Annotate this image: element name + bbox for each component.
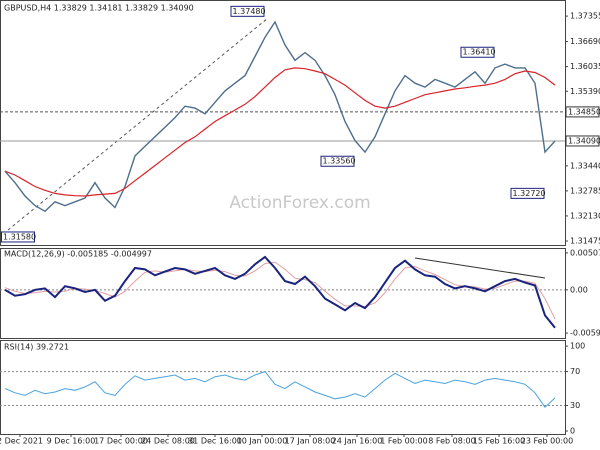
y-tick-label: -0.00593 [570,329,600,338]
y-tick-label: 1.32130 [570,211,600,220]
x-tick-label: 17 Dec 00:00 [94,437,148,446]
y-tick-label: 1.36690 [570,37,600,46]
annotation-label: 1.36410 [463,48,496,57]
y-tick-label: 1.32785 [570,186,600,195]
y-tick-label: 0 [570,427,575,436]
x-tick-label: 8 Feb 08:00 [428,437,475,446]
annotation-box [1,231,35,243]
annotation-label: 1.32720 [513,189,546,198]
chart-title: GBPUSD,H4 1.33829 1.34181 1.33829 1.3409… [4,4,194,13]
level-box [565,135,600,147]
watermark: ActionForex.com [229,193,370,213]
rsi-frame [0,340,566,435]
macd-frame [0,248,566,339]
x-tick-label: 10 Jan 00:00 [237,437,288,446]
trend-line [7,17,269,231]
y-tick-label: 70 [570,367,580,376]
y-tick-label: 1.31475 [570,236,600,245]
y-tick-label: 100 [570,342,585,351]
x-tick-label: 17 Jan 08:00 [285,437,336,446]
level-label: 1.34850 [568,107,600,116]
x-tick-label: 23 Feb 00:00 [521,437,573,446]
y-tick-label: 0.00 [570,285,588,294]
y-tick-label: 0.00507 [570,248,600,257]
x-tick-label: 24 Dec 08:00 [141,437,195,446]
x-tick-label: 31 Dec 16:00 [188,437,242,446]
level-box [565,106,600,118]
x-tick-label: 1 Feb 00:00 [380,437,427,446]
rsi-title: RSI(14) 39.2721 [4,343,69,352]
annotation-box [320,155,355,167]
y-tick-label: 1.37355 [570,12,600,21]
y-tick-label: 1.36035 [570,62,600,71]
series-line [4,20,556,213]
annotation-box [230,5,265,17]
x-tick-label: 24 Jan 16:00 [332,437,383,446]
y-tick-label: 1.35390 [570,87,600,96]
macd-trend-line [414,257,546,279]
y-tick-label: 1.33440 [570,161,600,170]
x-tick-label: 9 Dec 16:00 [47,437,96,446]
level-label: 1.34090 [568,136,600,145]
series-line [4,255,556,329]
annotation-label: 1.37480 [233,7,266,16]
annotation-box [510,187,545,199]
x-tick-label: 15 Feb 16:00 [473,437,525,446]
annotation-label: 1.31580 [3,232,36,241]
macd-title: MACD(12,26,9) -0.005185 -0.004997 [4,250,152,259]
x-tick-label: 2 Dec 2021 [0,437,43,446]
price-frame [0,0,566,246]
series-line [4,371,556,408]
series-line [4,67,556,197]
annotation-box [460,46,495,58]
annotation-label: 1.33560 [323,157,356,166]
y-tick-label: 30 [570,401,580,410]
